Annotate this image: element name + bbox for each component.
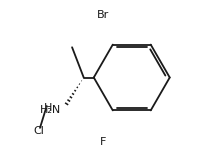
Text: H: H (43, 103, 52, 113)
Text: Br: Br (97, 10, 109, 20)
Text: H₂N: H₂N (40, 105, 61, 115)
Text: F: F (99, 137, 106, 147)
Text: Cl: Cl (33, 126, 44, 136)
